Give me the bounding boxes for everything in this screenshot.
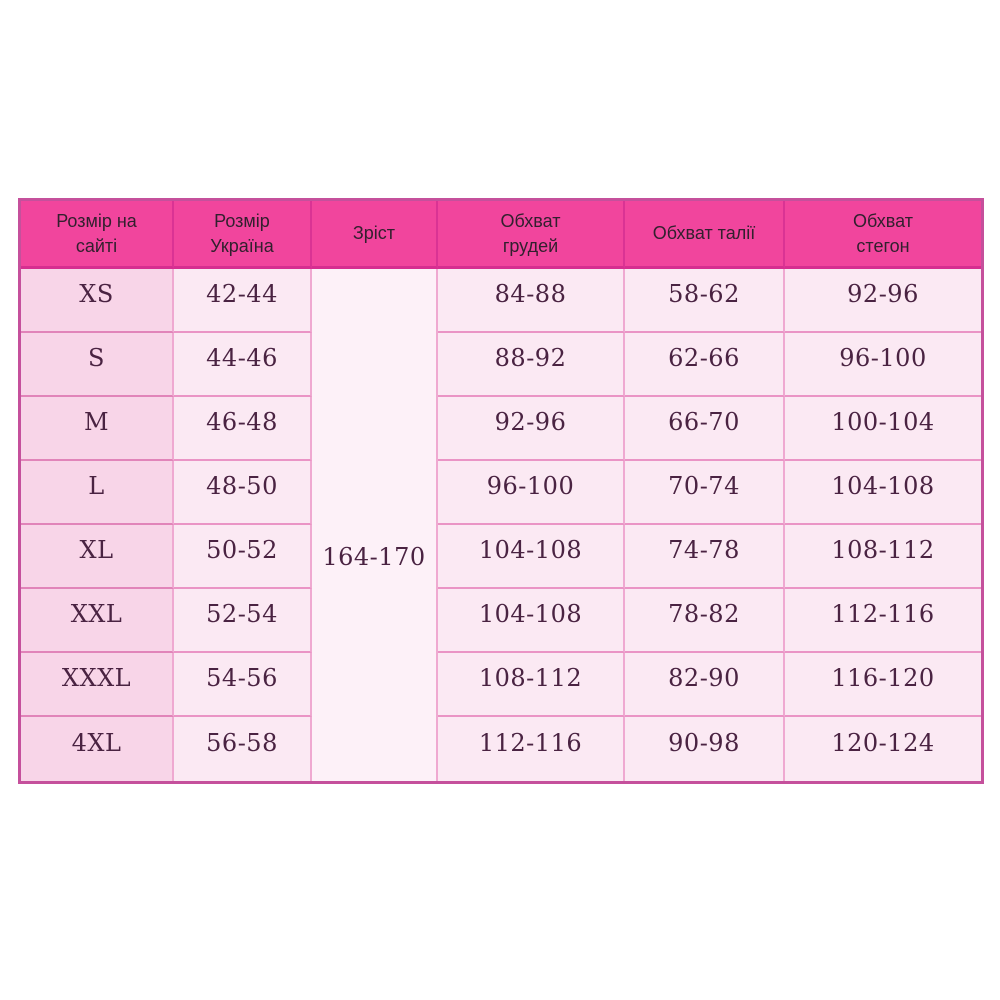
cell-ukraine-size: 50-52 [174,525,312,589]
cell-waist: 82-90 [625,653,785,717]
table-row-xl: XL 50-52 104-108 74-78 108-112 [21,525,981,589]
cell-waist: 78-82 [625,589,785,653]
column-header-chest-label: Обхват грудей [500,210,561,256]
cell-site-size: XXL [21,589,174,653]
cell-hips: 116-120 [785,653,981,717]
column-header-chest: Обхват грудей [438,201,625,269]
table-row-s: S 44-46 88-92 62-66 96-100 [21,333,981,397]
cell-hips: 120-124 [785,717,981,781]
cell-ukraine-size: 46-48 [174,397,312,461]
cell-waist: 66-70 [625,397,785,461]
column-header-site-size: Розмір на сайті [21,201,174,269]
cell-hips: 92-96 [785,269,981,333]
size-chart: Розмір на сайті Розмір Україна Зріст Обх… [18,198,984,784]
cell-hips: 112-116 [785,589,981,653]
cell-chest: 112-116 [438,717,625,781]
cell-ukraine-size: 56-58 [174,717,312,781]
cell-chest: 104-108 [438,589,625,653]
cell-chest: 84-88 [438,269,625,333]
cell-chest: 104-108 [438,525,625,589]
column-header-hips-label: Обхват стегон [853,210,913,256]
cell-waist: 58-62 [625,269,785,333]
column-header-hips: Обхват стегон [785,201,981,269]
table-row-4xl: 4XL 56-58 112-116 90-98 120-124 [21,717,981,781]
cell-site-size: S [21,333,174,397]
column-header-ukraine-size: Розмір Україна [174,201,312,269]
cell-hips: 96-100 [785,333,981,397]
cell-ukraine-size: 44-46 [174,333,312,397]
cell-ukraine-size: 54-56 [174,653,312,717]
header-row: Розмір на сайті Розмір Україна Зріст Обх… [21,201,981,269]
cell-site-size: L [21,461,174,525]
cell-waist: 62-66 [625,333,785,397]
cell-chest: 88-92 [438,333,625,397]
cell-ukraine-size: 48-50 [174,461,312,525]
cell-site-size: 4XL [21,717,174,781]
cell-chest: 108-112 [438,653,625,717]
cell-site-size: M [21,397,174,461]
column-header-waist-label: Обхват талії [652,223,756,243]
cell-ukraine-size: 52-54 [174,589,312,653]
cell-chest: 92-96 [438,397,625,461]
cell-chest: 96-100 [438,461,625,525]
cell-site-size: XS [21,269,174,333]
cell-hips: 100-104 [785,397,981,461]
table-row-l: L 48-50 96-100 70-74 104-108 [21,461,981,525]
cell-waist: 90-98 [625,717,785,781]
column-header-waist: Обхват талії [625,201,785,269]
column-header-height: Зріст [312,201,438,269]
size-chart-table: Розмір на сайті Розмір Україна Зріст Обх… [18,198,984,784]
cell-site-size: XXXL [21,653,174,717]
cell-site-size: XL [21,525,174,589]
table-row-xs: XS 42-44 164-170 84-88 58-62 92-96 [21,269,981,781]
cell-ukraine-size: 42-44 [174,269,312,333]
cell-waist: 74-78 [625,525,785,589]
column-header-height-label: Зріст [352,223,396,243]
column-header-site-size-label: Розмір на сайті [56,210,137,256]
table-row-m: M 46-48 92-96 66-70 100-104 [21,397,981,461]
table-row-xxxl: XXXL 54-56 108-112 82-90 116-120 [21,653,981,717]
cell-hips: 104-108 [785,461,981,525]
cell-waist: 70-74 [625,461,785,525]
cell-height-merged: 164-170 [312,269,438,781]
column-header-ukraine-size-label: Розмір Україна [210,210,274,256]
cell-hips: 108-112 [785,525,981,589]
table-row-xxl: XXL 52-54 104-108 78-82 112-116 [21,589,981,653]
